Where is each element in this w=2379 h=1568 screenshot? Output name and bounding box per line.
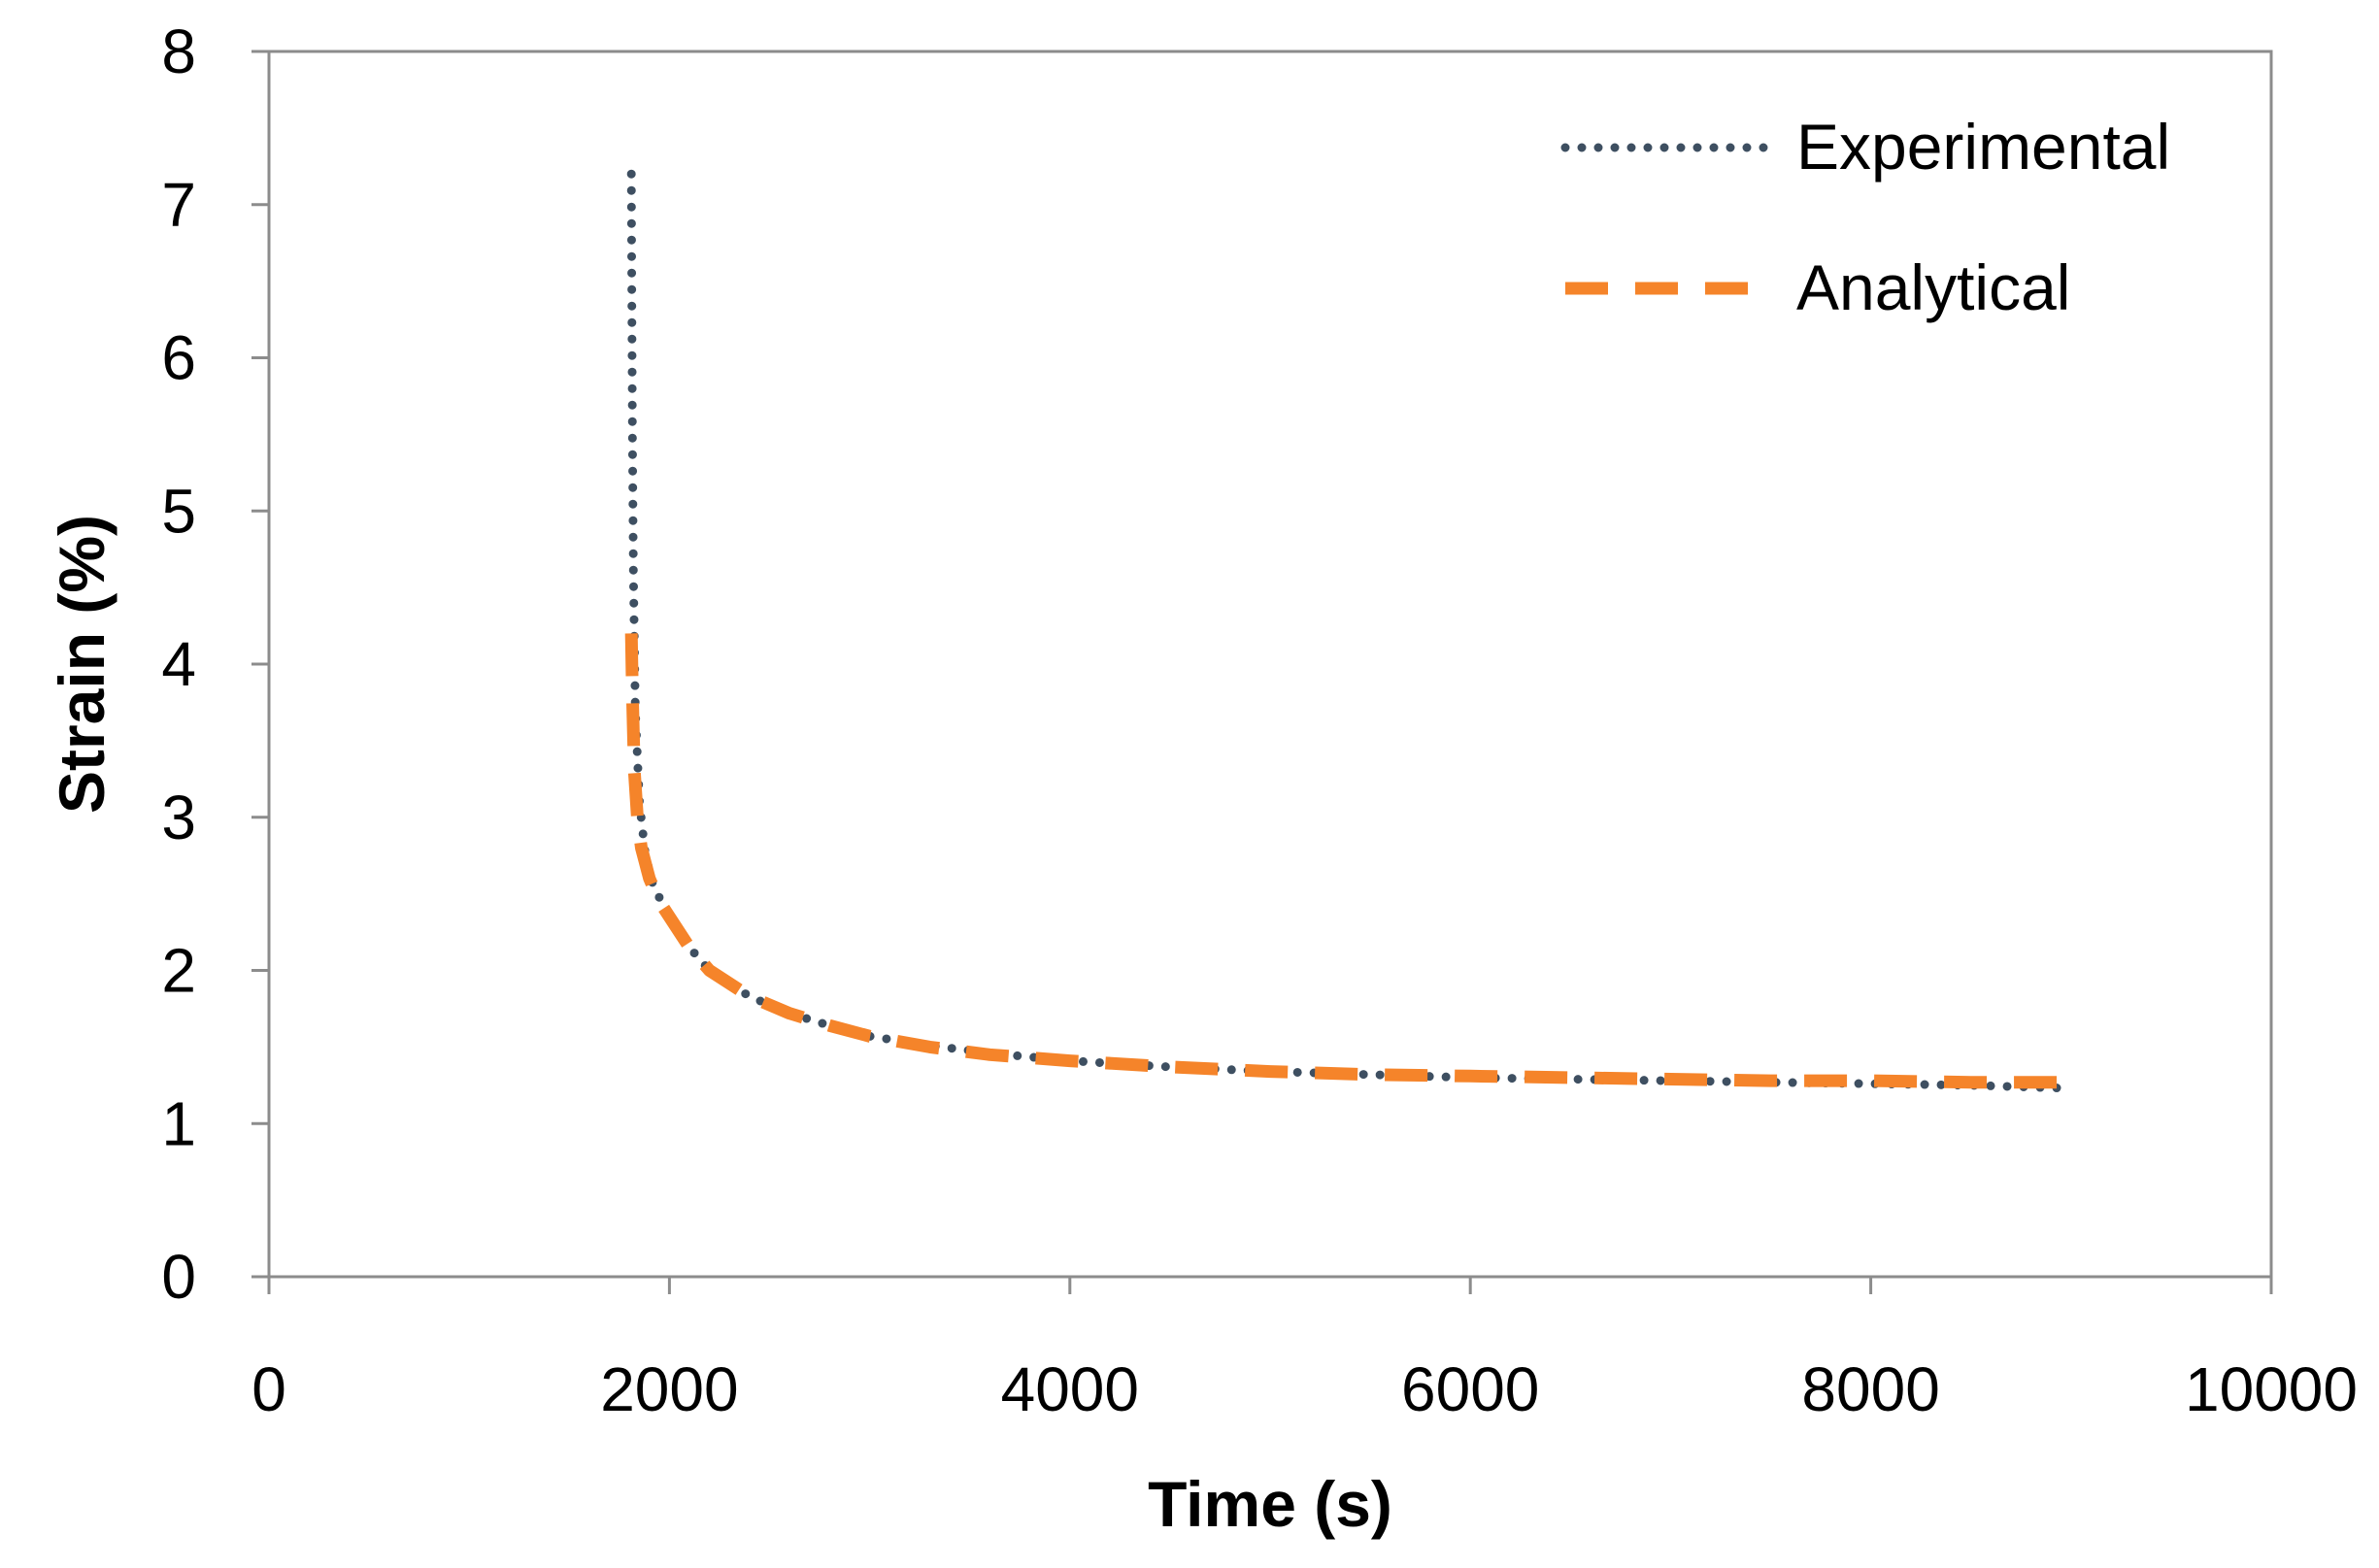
y-tick-label: 7 [161,170,196,240]
x-tick-label: 2000 [600,1354,738,1424]
series-analytical-point [927,1045,931,1049]
series-experimental-point [652,884,655,888]
series-analytical-point [1568,1076,1572,1080]
series-analytical-point [687,946,691,950]
y-tick-label: 1 [161,1088,196,1158]
series-experimental-point [2069,1086,2073,1090]
series-analytical-point [1969,1081,1973,1084]
series-analytical-point [1168,1065,1172,1069]
series-analytical-point [667,915,671,918]
series-analytical-point [2069,1081,2073,1084]
y-tick-label: 0 [161,1242,196,1312]
x-tick-label: 0 [251,1354,286,1424]
x-tick-label: 10000 [2185,1354,2358,1424]
y-tick-label: 3 [161,783,196,852]
y-axis-title: Strain (%) [46,515,117,814]
y-tick-label: 2 [161,936,196,1006]
y-tick-label: 6 [161,323,196,393]
x-axis-ticks: 0 2000 4000 6000 8000 10000 [251,1277,2358,1424]
series-analytical-point [629,631,633,635]
series-analytical-point [1869,1079,1873,1083]
y-tick-label: 4 [161,629,196,699]
series-analytical-point [708,969,712,973]
series-analytical-point [632,769,636,773]
x-tick-label: 6000 [1401,1354,1539,1424]
series-analytical-point [748,994,752,998]
series-analytical-point [1268,1070,1272,1074]
series-analytical-point [868,1034,872,1038]
series-analytical-point [988,1052,991,1056]
series-analytical-point [787,1012,791,1016]
series-analytical-point [1468,1074,1472,1078]
series-analytical-point [648,877,652,881]
series-analytical-point [640,846,644,850]
series-analytical-line [624,633,2071,1089]
series-analytical-point [1769,1079,1773,1083]
y-axis-ticks: 0 1 2 3 4 5 6 7 8 [161,17,269,1312]
series-analytical-point [1368,1073,1372,1077]
x-tick-label: 8000 [1801,1354,1939,1424]
legend-label-analytical: Analytical [1796,251,2070,323]
series-analytical-point [657,900,661,904]
series-experimental-point [630,280,634,284]
legend-label-experimental: Experimental [1796,111,2170,183]
y-tick-label: 8 [161,17,196,86]
x-tick-label: 4000 [1001,1354,1139,1424]
series-analytical-point [1068,1059,1072,1063]
legend: Experimental Analytical [1560,111,2170,323]
series-analytical-point [630,693,634,697]
series-analytical-point [1668,1078,1672,1082]
series-experimental-point [631,570,635,574]
y-tick-label: 5 [161,476,196,546]
series-analytical-point [827,1023,831,1027]
series-layer [624,169,2076,1093]
plot-area [267,50,2273,1279]
series-analytical-point [635,816,639,819]
x-axis-title: Time (s) [1148,1468,1392,1540]
series-experimental-point [630,432,634,436]
series-experimental-point [629,172,633,176]
